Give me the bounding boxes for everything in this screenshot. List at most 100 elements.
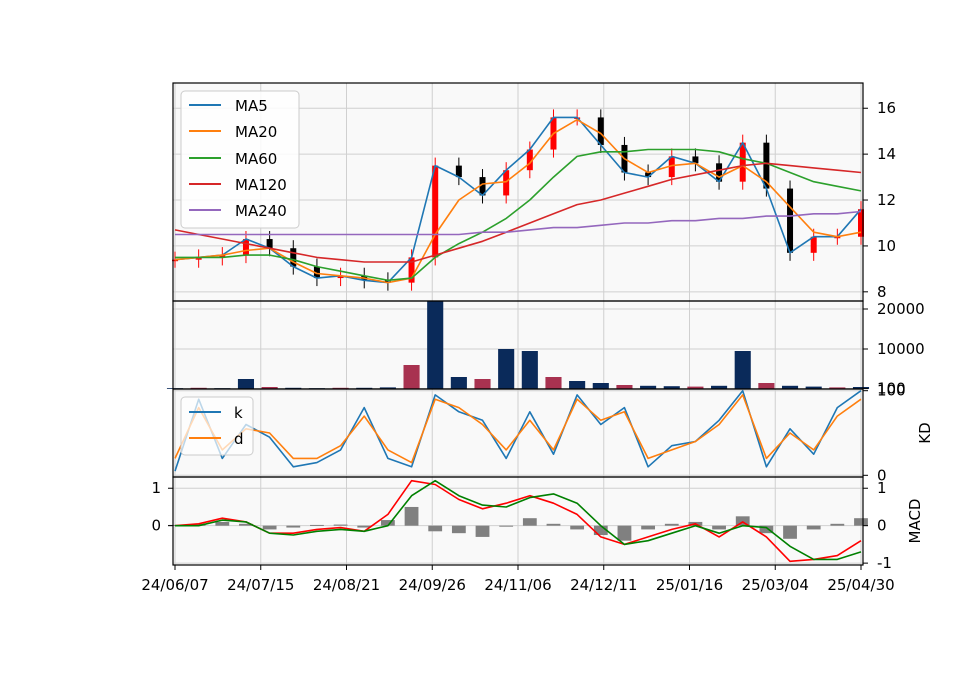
volume-bar (545, 377, 562, 389)
axis-ticks: 24/06/07 24/07/15 24/08/21 24/09/26 24/11/06… (141, 99, 924, 594)
x-tick-label: 25/03/04 (742, 576, 809, 594)
macd-hist-bar (451, 525, 466, 534)
x-tick-label: 24/07/15 (227, 576, 294, 594)
x-tick-label: 25/04/30 (827, 576, 894, 594)
candle-body (242, 239, 249, 256)
candle-body (526, 149, 533, 171)
volume-bar (805, 386, 822, 389)
macd-y-tick-label: 0 (877, 517, 887, 535)
candle-body (266, 239, 273, 249)
legend-label-d: d (234, 430, 244, 448)
macd-y-tick-label-left: 0 (151, 517, 161, 535)
macd-hist-bar (499, 525, 514, 527)
macd-hist-bar (428, 525, 443, 532)
legend-label-ma120: MA120 (235, 176, 287, 194)
macd-histogram (168, 506, 868, 541)
macd-hist-bar (357, 525, 372, 528)
volume-bar (332, 387, 349, 389)
macd-line-dea (175, 479, 862, 561)
volume-bar (711, 385, 728, 389)
volume-bar (781, 385, 799, 389)
macd-hist-bar (333, 524, 348, 526)
macd-hist-bar (310, 524, 324, 526)
candle-body (645, 172, 652, 178)
x-tick-label: 24/09/26 (399, 576, 466, 594)
macd-hist-bar (262, 525, 277, 530)
candle-body (763, 142, 770, 189)
volume-bar (592, 383, 609, 389)
macd-hist-bar (239, 523, 253, 526)
volume-y-tick-label: 20000 (877, 300, 925, 318)
candle-body (455, 165, 462, 178)
legend-label-ma240: MA240 (235, 202, 287, 220)
candle-body (195, 257, 202, 260)
kd-y-tick-label: 0 (877, 466, 887, 484)
candle-body (692, 156, 699, 164)
volume-bar (261, 387, 278, 389)
macd-hist-bar (191, 523, 206, 526)
volume-bar (356, 387, 373, 389)
candle-body (597, 117, 604, 145)
price-legend: MA5 MA20 MA60 MA120 MA240 (180, 90, 300, 229)
candle-body (172, 259, 178, 262)
legend-label-ma60: MA60 (235, 150, 277, 168)
volume-bar (285, 387, 302, 389)
candle-body (810, 236, 817, 253)
volume-bar (521, 351, 538, 389)
volume-bar (450, 377, 467, 389)
candle-body (219, 255, 226, 258)
x-tick-label: 25/01/16 (656, 576, 723, 594)
volume-bar (403, 365, 420, 389)
price-line-ma60 (175, 148, 862, 282)
legend-label-ma5: MA5 (235, 97, 268, 115)
legend-label-ma20: MA20 (235, 123, 277, 141)
volume-bar (663, 386, 680, 389)
volume-bar (569, 381, 586, 389)
candle-body (787, 188, 794, 253)
price-legend-box (180, 90, 300, 229)
macd-hist-bar (830, 523, 845, 526)
candle-body (432, 165, 439, 258)
volume-bar (237, 379, 255, 389)
volume-bar (640, 385, 657, 389)
macd-line-dif (174, 479, 862, 563)
candle-body (668, 156, 675, 178)
volume-bar (829, 387, 846, 389)
kd-line-d (174, 394, 862, 464)
macd-hist-bar (570, 525, 585, 530)
macd-y-tick-label-left: 1 (151, 479, 161, 497)
macd-hist-bar (286, 525, 301, 528)
macd-hist-bar (404, 506, 419, 526)
candle-body (290, 248, 297, 267)
macd-hist-bar (215, 521, 230, 526)
volume-bar (616, 385, 633, 389)
macd-hist-bar (783, 525, 797, 539)
macd-hist-bar (617, 525, 632, 541)
macd-hist-bar (546, 523, 561, 526)
volume-bar (758, 383, 775, 389)
macd-hist-bar (806, 525, 821, 530)
candle-body (858, 209, 864, 237)
x-tick-label: 24/12/11 (570, 576, 637, 594)
volume-bar (379, 387, 396, 389)
x-tick-label: 24/11/06 (484, 576, 551, 594)
price-y-tick-label: 12 (877, 191, 896, 209)
macd-y-tick-label: 1 (877, 479, 887, 497)
candle-body (739, 142, 746, 182)
macd-hist-bar (641, 525, 656, 530)
price-y-tick-label: 8 (877, 283, 887, 301)
candle-body (408, 257, 415, 283)
price-line-ma5 (174, 116, 862, 284)
macd-hist-bar (664, 523, 679, 526)
candle-body (503, 170, 510, 196)
x-tick-label: 24/08/21 (313, 576, 380, 594)
price-y-tick-label: 14 (877, 145, 896, 163)
price-line-ma120 (174, 162, 862, 263)
panel-frames (172, 82, 864, 566)
macd-hist-bar (522, 518, 537, 526)
macd-hist-bar (735, 516, 750, 526)
price-line-ma240 (175, 210, 862, 236)
volume-bar (687, 386, 704, 389)
volume-bar (734, 351, 751, 389)
